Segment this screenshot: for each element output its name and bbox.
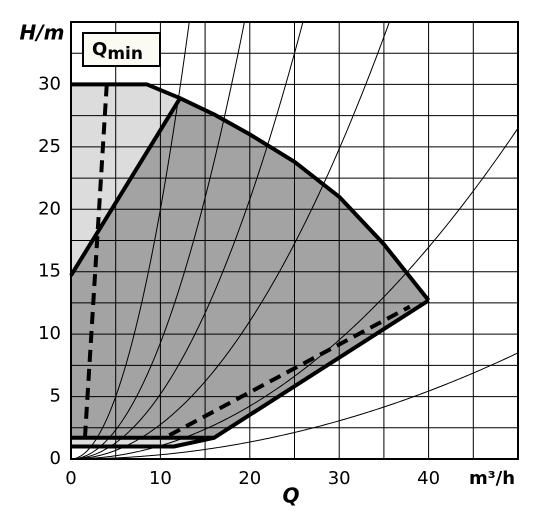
system-curve: [71, 352, 518, 459]
system-curve: [71, 22, 190, 459]
x-tick-label: 10: [149, 468, 172, 489]
y-tick-label: 0: [50, 448, 61, 469]
boundary-line: [71, 298, 430, 440]
system-curve: [71, 22, 304, 459]
y-tick-label: 5: [50, 386, 61, 407]
qmin-sub: min: [107, 44, 143, 64]
x-tick-label: 0: [65, 468, 76, 489]
boundary-line: [69, 97, 182, 277]
system-curve: [71, 22, 390, 459]
boundary-line: [71, 82, 431, 302]
y-tick-label: 15: [38, 261, 61, 282]
boundary-line: [71, 435, 215, 449]
system-curve: [71, 127, 518, 459]
x-tick-label: 30: [328, 468, 351, 489]
y-tick-label: 10: [38, 323, 61, 344]
qmin-box: [82, 32, 161, 67]
qmin-main: Q: [92, 39, 107, 60]
y-tick-label: 30: [38, 73, 61, 94]
system-curve: [71, 22, 245, 459]
y-axis-label: H/m: [20, 21, 65, 45]
x-tick-label: 40: [417, 468, 440, 489]
y-tick-label: 20: [38, 198, 61, 219]
x-axis-label: Q: [282, 484, 299, 508]
boundary-line: [82, 84, 109, 447]
x-axis-unit: m³/h: [469, 468, 515, 489]
boundary-line: [168, 304, 411, 438]
plot-frame: [70, 21, 519, 460]
y-tick-label: 25: [38, 136, 61, 157]
qmin-label: Qmin: [92, 39, 143, 64]
x-tick-label: 20: [238, 468, 261, 489]
